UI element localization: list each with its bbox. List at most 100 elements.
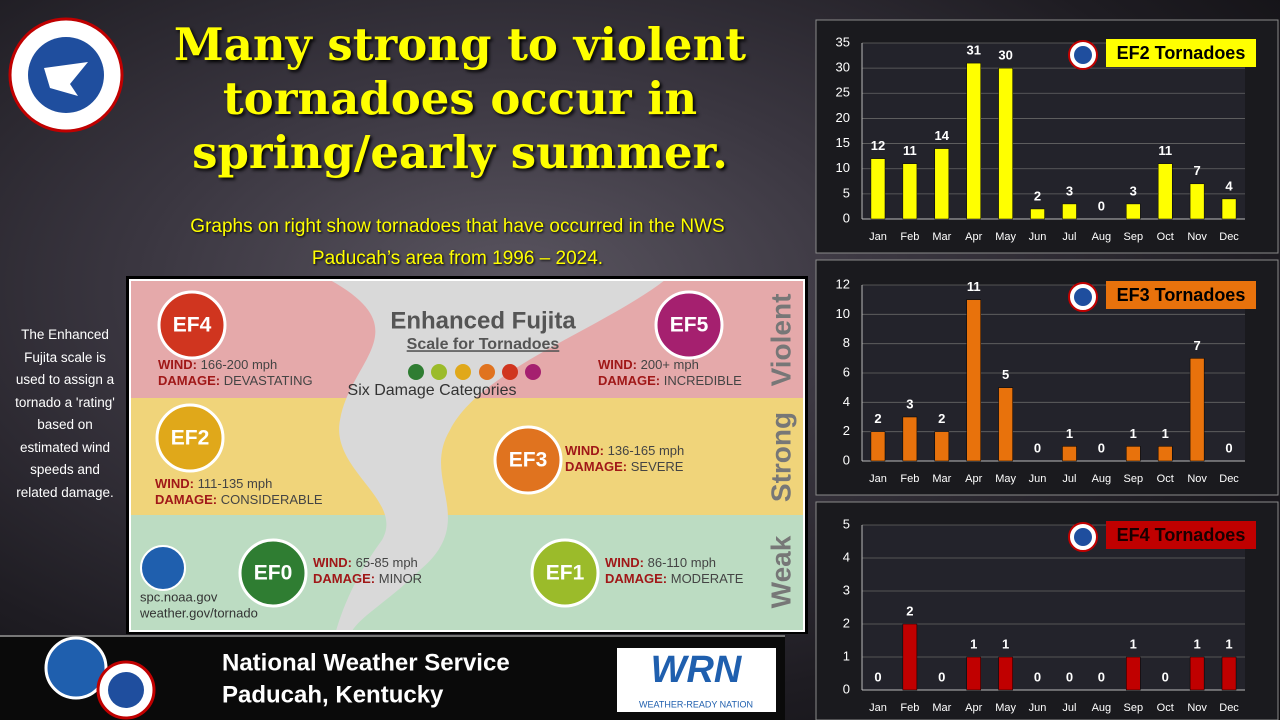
x-tick-label: Oct (1157, 702, 1174, 714)
ef-line-value: 136-165 mph (608, 443, 685, 458)
color-dot (502, 364, 518, 380)
y-tick-label: 6 (843, 364, 850, 379)
value-label: 0 (1066, 669, 1073, 684)
ef-line: DAMAGE: INCREDIBLE (598, 373, 742, 388)
x-tick-label: Feb (900, 702, 919, 714)
ef-line-label: DAMAGE: (158, 373, 220, 388)
ef-line-value: MINOR (379, 571, 422, 586)
bar (998, 67, 1013, 220)
y-tick-label: 3 (843, 582, 850, 597)
y-tick-label: 10 (836, 160, 850, 175)
ef-name: EF3 (509, 449, 548, 472)
ef-line-value: CONSIDERABLE (221, 492, 323, 507)
value-label: 11 (903, 143, 917, 158)
ef-name: EF2 (171, 427, 210, 450)
noaa-logo (44, 636, 108, 700)
ef-line: DAMAGE: DEVASTATING (158, 373, 313, 388)
x-tick-label: May (995, 231, 1016, 243)
x-tick-label: Jan (869, 231, 887, 243)
value-label: 2 (938, 411, 945, 426)
x-tick-label: Jun (1029, 702, 1047, 714)
value-label: 1 (1162, 426, 1169, 441)
group-label: Violent (765, 294, 796, 387)
x-tick-label: Feb (900, 473, 919, 485)
ef-line-label: WIND: (313, 555, 352, 570)
x-tick-label: Jul (1062, 473, 1076, 485)
value-label: 0 (938, 669, 945, 684)
subtitle: Graphs on right show tornadoes that have… (190, 216, 725, 269)
value-label: 4 (1225, 178, 1233, 193)
y-tick-label: 1 (843, 648, 850, 663)
value-label: 7 (1194, 163, 1201, 178)
value-label: 3 (906, 396, 913, 411)
footer-line: Paducah, Kentucky (222, 681, 444, 708)
x-tick-label: Oct (1157, 473, 1174, 485)
x-tick-label: Nov (1187, 702, 1207, 714)
ef-badge (654, 290, 724, 360)
ef-line-label: WIND: (598, 357, 637, 372)
ef-badge (157, 290, 227, 360)
bar (1189, 656, 1205, 691)
value-label: 0 (1225, 440, 1232, 455)
ef-line-label: DAMAGE: (565, 459, 627, 474)
scale-border (129, 279, 805, 632)
ef-line: DAMAGE: MODERATE (605, 571, 744, 586)
bar (1157, 446, 1173, 462)
color-dot (479, 364, 495, 380)
color-dot (408, 364, 424, 380)
x-tick-label: Jun (1029, 231, 1047, 243)
color-dot (525, 364, 541, 380)
title: Many strong to violent tornadoes occur i… (173, 18, 747, 179)
y-tick-label: 0 (843, 452, 850, 467)
ef-line: DAMAGE: MINOR (313, 571, 422, 586)
link: weather.gov/tornado (139, 605, 258, 620)
ef-line-label: DAMAGE: (605, 571, 667, 586)
value-label: 1 (1194, 636, 1201, 651)
ef-badge (493, 425, 563, 495)
ef-line-label: DAMAGE: (598, 373, 660, 388)
x-tick-label: Apr (965, 473, 982, 485)
ef-line: WIND: 200+ mph (598, 357, 699, 372)
value-label: 0 (1034, 440, 1041, 455)
ef-line: WIND: 136-165 mph (565, 443, 684, 458)
ef-line-value: 86-110 mph (648, 555, 716, 570)
bar (1189, 183, 1205, 220)
bar (1126, 446, 1141, 462)
chart-title-box (1106, 521, 1256, 549)
ef-line-value: 111-135 mph (198, 476, 273, 491)
ef-line-value: SEVERE (631, 459, 684, 474)
nws-mini-logo-inner (1074, 528, 1092, 546)
y-tick-label: 8 (843, 335, 850, 350)
ef-line-value: 166-200 mph (201, 357, 278, 372)
x-tick-label: Jan (869, 473, 887, 485)
wrn-logo-text: WRN (651, 649, 743, 691)
link: spc.noaa.gov (140, 589, 218, 604)
x-tick-label: Aug (1092, 702, 1112, 714)
value-label: 1 (1225, 636, 1232, 651)
x-tick-label: Aug (1092, 231, 1112, 243)
ef-badge (155, 403, 225, 473)
ef-line-label: WIND: (565, 443, 604, 458)
x-tick-label: Mar (932, 702, 951, 714)
ef-line-label: WIND: (155, 476, 194, 491)
value-label: 2 (906, 603, 913, 618)
y-tick-label: 2 (843, 615, 850, 630)
x-tick-label: Nov (1187, 473, 1207, 485)
y-tick-label: 10 (836, 306, 850, 321)
bar (966, 656, 981, 691)
value-label: 2 (1034, 188, 1041, 203)
ef-name: EF5 (670, 314, 709, 337)
x-tick-label: Mar (932, 231, 951, 243)
footer-line: National Weather Service (222, 649, 510, 676)
y-tick-label: 20 (836, 110, 850, 125)
x-tick-label: Dec (1219, 473, 1239, 485)
bar (966, 62, 981, 220)
value-label: 5 (1002, 367, 1009, 382)
plot-area (862, 43, 1245, 219)
y-tick-label: 5 (843, 516, 850, 531)
band-strong (130, 398, 804, 515)
ef-line: WIND: 65-85 mph (313, 555, 418, 570)
side-note: The Enhanced Fujita scale is used to ass… (15, 327, 115, 500)
x-tick-label: May (995, 702, 1016, 714)
value-label: 0 (1098, 669, 1105, 684)
